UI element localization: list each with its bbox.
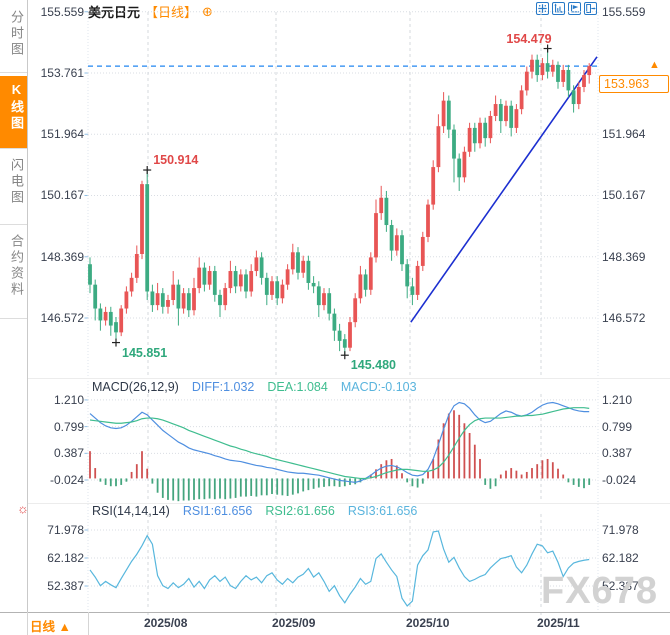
sidebar-tab-2[interactable]: K线图 (0, 76, 27, 148)
sidebar-tab-divider (0, 318, 27, 319)
crosshair-icon[interactable] (536, 2, 549, 15)
exit-chart-icon[interactable] (584, 2, 597, 15)
sidebar-tab-1[interactable]: 分时图 (9, 10, 24, 58)
period-label: 日线 (30, 620, 56, 634)
macd-diff-line (89, 401, 590, 483)
add-indicator-icon[interactable]: ⊕ (202, 3, 213, 19)
sidebar-tab-divider (0, 224, 27, 225)
trendline[interactable] (410, 56, 598, 323)
price-up-arrow-icon: ▲ (649, 59, 660, 71)
footer-tick (88, 612, 89, 635)
sun-icon[interactable]: ☼ (17, 501, 29, 516)
sidebar-tab-divider (0, 72, 27, 73)
sidebar-divider (27, 0, 28, 612)
watermark: FX678 (541, 570, 658, 612)
pane-divider (28, 378, 670, 379)
axis-scale-icon[interactable] (552, 2, 565, 15)
symbol-title: 美元日元 (88, 5, 141, 20)
candles-layer (88, 48, 592, 356)
chart-toolbar (536, 2, 597, 15)
sidebar-tab-4[interactable]: 合约资料 (9, 234, 24, 298)
rsi-line (89, 530, 590, 607)
chart-header: 美元日元 【日线】 ⊕ (88, 2, 213, 21)
footer-tick (27, 612, 28, 635)
period-tag: 【日线】 (145, 5, 198, 20)
pane-divider (28, 503, 670, 504)
macd-dea-line (89, 407, 590, 480)
period-dropdown-arrow-icon: ▲ (58, 620, 71, 634)
sidebar-tab-3[interactable]: 闪电图 (9, 158, 24, 206)
footer-divider (0, 612, 670, 613)
sidebar-tab-divider (0, 148, 27, 149)
macd-histogram-layer (89, 410, 591, 502)
period-selector[interactable]: 日线 ▲ (30, 616, 71, 635)
current-price-badge: 153.963 (599, 75, 669, 93)
price-markers-layer (112, 44, 552, 360)
